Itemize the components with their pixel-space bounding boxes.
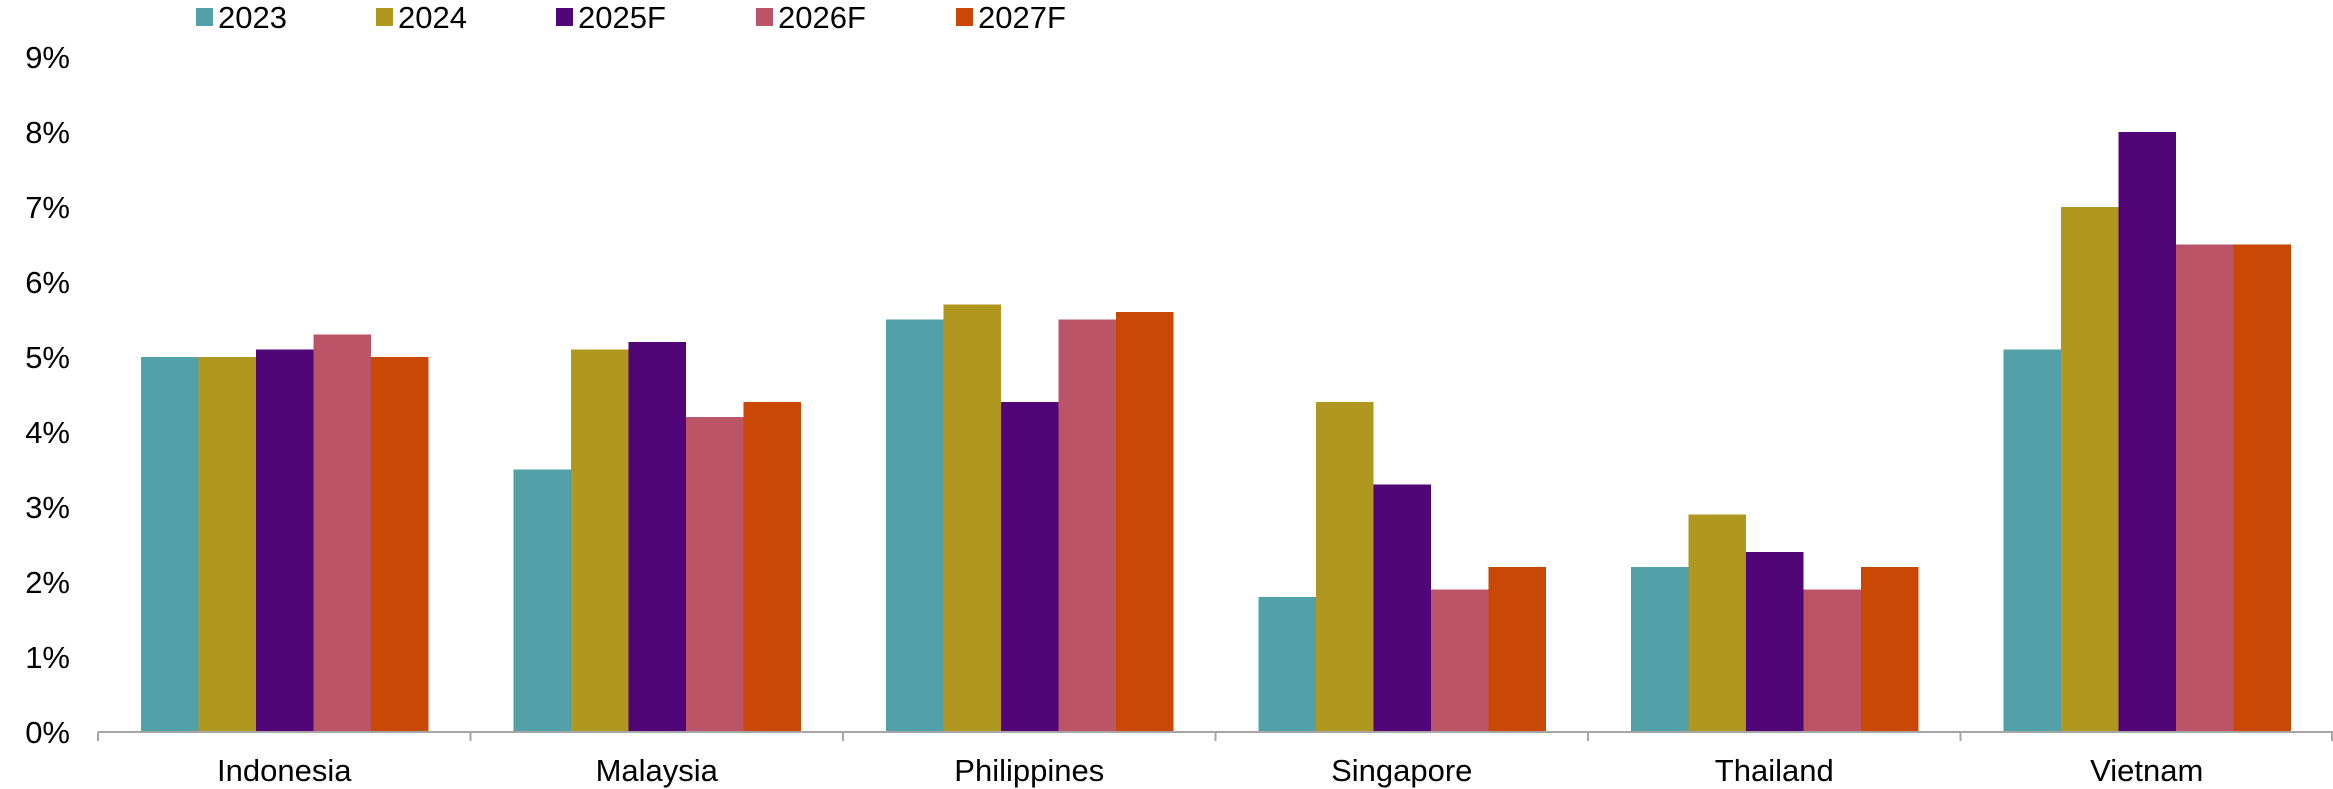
legend-label-2027F: 2027F: [978, 0, 1066, 35]
x-tick-label-vietnam: Vietnam: [2090, 753, 2203, 788]
bar-thailand-2024: [1688, 514, 1746, 732]
x-tick-label-thailand: Thailand: [1715, 753, 1834, 788]
x-tick-label-philippines: Philippines: [954, 753, 1104, 788]
bar-indonesia-2026f: [313, 334, 371, 732]
y-tick-label: 9%: [25, 40, 70, 75]
y-tick-label: 6%: [25, 265, 70, 300]
legend-swatch-2024: [376, 8, 393, 26]
bar-philippines-2023: [886, 319, 944, 732]
legend-label-2025F: 2025F: [578, 0, 666, 35]
y-axis: 0% 1% 2% 3% 4% 5% 6% 7% 8% 9%: [25, 40, 70, 750]
legend-swatch-2023: [196, 8, 213, 26]
y-tick-label: 4%: [25, 415, 70, 450]
bar-thailand-2027f: [1861, 567, 1919, 732]
legend-swatch-2026F: [756, 8, 773, 26]
bar-singapore-2023: [1258, 597, 1316, 732]
bar-indonesia-2027f: [371, 357, 429, 732]
legend-label-2023: 2023: [218, 0, 287, 35]
bar-vietnam-2026f: [2176, 244, 2234, 732]
bar-thailand-2023: [1631, 567, 1689, 732]
y-tick-label: 2%: [25, 565, 70, 600]
bar-singapore-2027f: [1488, 567, 1546, 732]
bar-malaysia-2023: [513, 469, 571, 732]
bar-vietnam-2027f: [2233, 244, 2291, 732]
bar-philippines-2026f: [1058, 319, 1116, 732]
bar-indonesia-2024: [198, 357, 256, 732]
bars: [141, 132, 2291, 732]
bar-vietnam-2023: [2003, 349, 2061, 732]
bar-malaysia-2026f: [686, 417, 744, 732]
legend-label-2026F: 2026F: [778, 0, 866, 35]
bar-malaysia-2024: [571, 349, 629, 732]
bar-philippines-2027f: [1116, 312, 1174, 732]
bar-thailand-2026f: [1803, 589, 1861, 732]
bar-malaysia-2025f: [628, 342, 686, 732]
y-tick-label: 1%: [25, 640, 70, 675]
bar-singapore-2026f: [1431, 589, 1489, 732]
bar-indonesia-2023: [141, 357, 199, 732]
bar-philippines-2025f: [1001, 402, 1059, 732]
y-tick-label: 3%: [25, 490, 70, 525]
y-tick-label: 0%: [25, 715, 70, 750]
x-axis: Indonesia Malaysia Philippines Singapore Tha…: [97, 731, 2333, 788]
x-tick-label-singapore: Singapore: [1331, 753, 1472, 788]
y-tick-label: 7%: [25, 190, 70, 225]
bar-vietnam-2025f: [2118, 132, 2176, 732]
bar-singapore-2025f: [1373, 484, 1431, 732]
y-tick-label: 5%: [25, 340, 70, 375]
legend: 2023 2024 2025F 2026F 2027F: [196, 0, 1066, 35]
bar-thailand-2025f: [1746, 552, 1804, 732]
legend-swatch-2027F: [956, 8, 973, 26]
bar-vietnam-2024: [2061, 207, 2119, 732]
x-tick-label-malaysia: Malaysia: [596, 753, 719, 788]
legend-label-2024: 2024: [398, 0, 467, 35]
bar-singapore-2024: [1316, 402, 1374, 732]
x-tick-label-indonesia: Indonesia: [217, 753, 352, 788]
bar-philippines-2024: [943, 304, 1001, 732]
bar-malaysia-2027f: [743, 402, 801, 732]
legend-swatch-2025F: [556, 8, 573, 26]
y-tick-label: 8%: [25, 115, 70, 150]
bar-indonesia-2025f: [256, 349, 314, 732]
